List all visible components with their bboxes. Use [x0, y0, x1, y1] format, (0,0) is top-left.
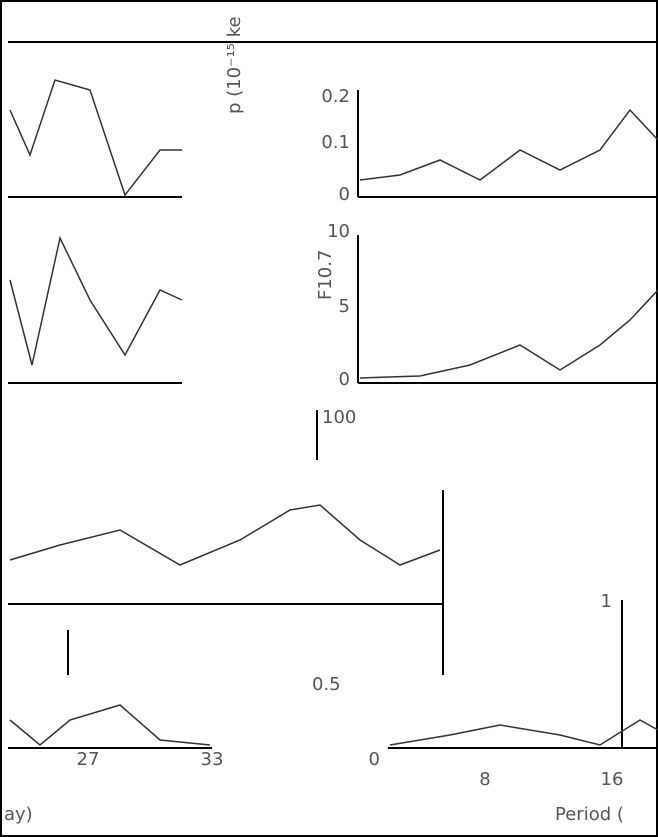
y-label: p (10⁻¹⁵ ke	[224, 16, 245, 114]
x-tick-label: 33	[201, 749, 224, 770]
x-tick-label: 27	[77, 749, 100, 770]
curve	[359, 108, 658, 181]
y-tick-label: 0.2	[321, 86, 350, 107]
y-tick-label: 0.1	[321, 132, 350, 153]
x-tick-label: 16	[601, 769, 624, 790]
curve	[9, 79, 182, 197]
curve	[9, 504, 441, 566]
y-tick-label: 0	[369, 749, 380, 770]
x-label: ay)	[4, 804, 33, 825]
y-tick-label: 0	[339, 184, 350, 205]
y-label: F10.7	[315, 250, 336, 300]
x-tick-label: 8	[479, 769, 490, 790]
curve	[389, 719, 658, 746]
y-tick-label: 5	[339, 296, 350, 317]
curve	[9, 704, 211, 746]
y-tick-label: 0	[339, 369, 350, 390]
note: 0.5	[312, 674, 341, 695]
curve	[359, 289, 658, 379]
y-tick-label: 10	[327, 221, 350, 242]
curve	[9, 235, 183, 366]
y-tick-label: 1	[601, 591, 612, 612]
x-label: Period (	[555, 804, 624, 825]
label: 100	[322, 407, 356, 428]
